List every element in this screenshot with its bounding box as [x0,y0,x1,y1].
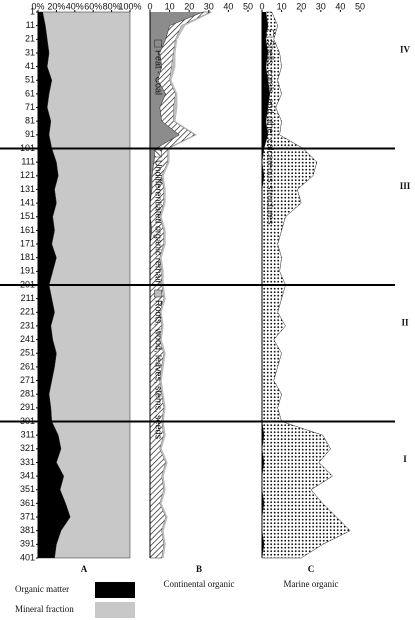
y-tick-label: 131 [20,184,35,194]
x-tick-label: 0% [31,1,44,11]
y-tick-label: 231 [20,320,35,330]
y-tick-label: 401 [20,552,35,562]
legend-swatch [95,582,135,598]
x-tick-label: 80% [103,1,121,11]
y-tick-label: 381 [20,525,35,535]
x-tick-label: 20 [296,1,306,11]
legend-label: Mineral fraction [15,604,74,614]
panel-label: B [196,564,202,574]
x-tick-label: 50 [243,1,253,11]
legend-label: Organic matter [15,584,69,594]
y-tick-label: 121 [20,170,35,180]
legend-label: Undifferentiated organic remain [154,160,164,285]
y-tick-label: 41 [25,61,35,71]
legend-swatch [95,602,135,618]
y-tick-label: 151 [20,211,35,221]
y-tick-label: 271 [20,375,35,385]
y-tick-label: 191 [20,266,35,276]
y-tick-label: 321 [20,443,35,453]
y-tick-label: 51 [25,75,35,85]
y-tick-label: 11 [26,20,35,30]
x-tick-label: 0 [147,1,152,11]
x-tick-label: 40% [66,1,84,11]
legend-item: Undifferentiated organic remain [154,149,164,285]
legend-swatch [266,29,274,38]
zone-label: I [403,454,407,464]
legend-item: Peat - Coal [154,39,164,95]
y-tick-label: 391 [20,539,35,549]
x-tick-label: 10 [165,1,175,11]
y-tick-label: 291 [20,402,35,412]
x-tick-label: 40 [223,1,233,11]
x-tick-label: 10 [277,1,287,11]
x-tick-label: 30 [316,1,326,11]
y-tick-label: 311 [21,430,35,440]
y-tick-label: 221 [20,307,35,317]
x-tick-label: 30 [204,1,214,11]
y-tick-label: 21 [25,34,35,44]
y-tick-label: 331 [20,457,35,467]
x-tick-label: 60% [84,1,102,11]
y-tick-label: 141 [20,197,35,207]
y-tick-label: 71 [25,102,35,112]
legend-swatch [154,289,162,298]
x-tick-label: 40 [335,1,345,11]
y-tick-label: 181 [20,252,35,262]
y-tick-label: 351 [20,484,35,494]
y-tick-label: 371 [20,511,35,521]
zone-label: II [401,317,409,327]
y-tick-label: 1 [30,6,35,16]
y-tick-label: 81 [25,116,35,126]
y-tick-label: 61 [25,88,35,98]
y-tick-label: 361 [20,498,35,508]
y-tick-label: 111 [21,157,35,167]
y-tick-label: 261 [20,361,35,371]
y-tick-label: 241 [20,334,35,344]
legend-item: Roots, wood, leaves, stems, seeds [154,289,164,440]
y-tick-label: 281 [20,389,35,399]
zone-label: IV [400,44,411,54]
zone-label: III [400,181,411,191]
legend-item: Shells, corals, and other calcareous str… [266,29,276,225]
y-tick-label: 251 [20,348,35,358]
y-tick-label: 91 [25,129,35,139]
x-tick-label: 50 [355,1,365,11]
panel-title: Continental organic [163,579,234,589]
y-tick-label: 171 [20,238,35,248]
y-tick-label: 161 [20,225,35,235]
y-tick-label: 211 [21,293,35,303]
legend-label: Roots, wood, leaves, stems, seeds [154,300,164,440]
legend-label: Shells, corals, and other calcareous str… [266,40,276,225]
legend-label: Peat - Coal [154,50,164,95]
area [150,12,203,558]
legend-swatch [154,39,162,48]
y-tick-label: 31 [25,47,35,57]
panel-title: Marine organic [283,579,338,589]
y-tick-label: 341 [20,470,35,480]
x-tick-label: 20% [47,1,65,11]
panel-label: A [81,564,88,574]
x-tick-label: 100% [118,1,141,11]
legend-swatch [154,149,162,158]
x-tick-label: 0 [259,1,264,11]
x-tick-label: 20 [184,1,194,11]
panel-label: C [308,564,315,574]
